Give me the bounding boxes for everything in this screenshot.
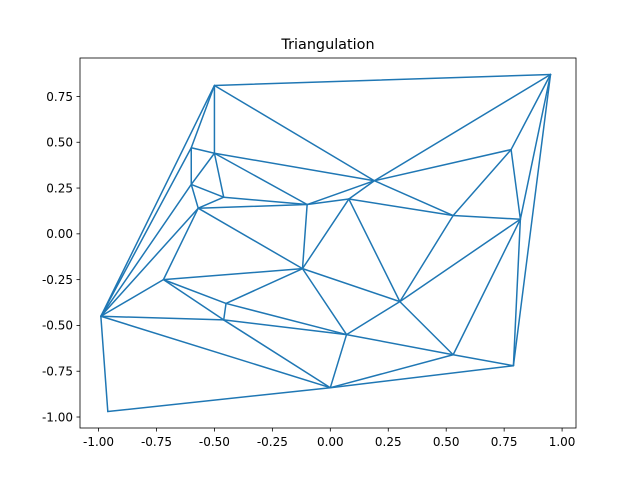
- triangulation-edge: [190, 152, 216, 186]
- y-axis-ticks: -1.00 -0.75 -0.50 -0.25 0.00 0.25 0.50 0.75: [42, 90, 80, 424]
- triangulation-edge: [197, 203, 308, 209]
- x-tick-label: 0.75: [491, 435, 518, 449]
- triangulation-edge: [100, 84, 216, 318]
- triangulation-edge: [213, 152, 308, 206]
- triangulation-edge: [329, 333, 348, 389]
- triangulation-edge: [197, 207, 304, 270]
- triangulation-edge: [100, 207, 199, 318]
- y-tick-label: 0.75: [46, 90, 73, 104]
- triangulation-edge: [301, 198, 350, 270]
- triangulation-edge: [222, 302, 227, 321]
- triangulation-edge: [197, 196, 225, 209]
- y-tick-label: -0.75: [42, 365, 73, 379]
- triangulation-edge: [100, 147, 192, 318]
- x-axis-ticks: -1.00 -0.75 -0.50 -0.25 0.00 0.25 0.50 0.75 1.00: [83, 428, 575, 449]
- y-tick-label: -1.00: [42, 410, 73, 424]
- triangulation-edge: [100, 315, 332, 389]
- triangulation-edge: [399, 300, 454, 356]
- triangulation-edge: [329, 353, 454, 389]
- triangulation-edge: [348, 179, 376, 200]
- triangulation-edge: [512, 218, 522, 367]
- triangulation-edge: [301, 203, 308, 270]
- triangulation-edge: [348, 198, 454, 217]
- triangulation-edge: [213, 152, 376, 182]
- triangulation-edge: [345, 333, 454, 356]
- triangulation-edge: [510, 73, 552, 151]
- triangulation-edge: [100, 183, 192, 318]
- triangulation-edge: [162, 278, 225, 321]
- triangulation-edge: [190, 183, 199, 209]
- triangulation-edge: [306, 179, 376, 206]
- triangulation-edge: [519, 73, 552, 220]
- x-tick-label: 0.25: [375, 435, 402, 449]
- triangulation-edge: [213, 73, 552, 87]
- y-tick-label: -0.25: [42, 273, 73, 287]
- triangulation-edge: [510, 148, 522, 220]
- x-tick-label: -0.75: [141, 435, 172, 449]
- triangulation-edge: [222, 319, 332, 389]
- triangulation-edge: [452, 218, 522, 356]
- triangulation-edge: [306, 198, 350, 206]
- triangulation-edge: [162, 278, 227, 305]
- x-tick-label: 0.50: [433, 435, 460, 449]
- triangulation-edge: [213, 152, 225, 198]
- triangulation-edge: [329, 364, 515, 389]
- triangulation-edge: [225, 267, 304, 305]
- y-tick-label: 0.00: [46, 227, 73, 241]
- x-tick-label: -0.25: [257, 435, 288, 449]
- x-tick-label: -0.50: [199, 435, 230, 449]
- triangulation-edge: [100, 315, 109, 413]
- x-tick-label: 0.00: [317, 435, 344, 449]
- y-tick-label: 0.25: [46, 181, 73, 195]
- triangulation-edge: [301, 267, 401, 303]
- triangulation-edge: [190, 147, 216, 154]
- triangulation-edge: [452, 148, 512, 217]
- chart-title: Triangulation: [280, 37, 374, 53]
- triangulation-edge: [100, 315, 225, 321]
- triangulation-edge: [222, 319, 348, 336]
- triangulation-edge: [190, 183, 225, 198]
- triangulation-edge: [301, 267, 348, 336]
- triangulation-edge: [452, 214, 522, 220]
- triangulation-edge: [512, 73, 552, 367]
- triangulation-edge: [107, 386, 332, 413]
- triangulation-edge: [222, 196, 308, 206]
- triangulation-edge: [373, 148, 512, 182]
- triangulation-edge: [190, 84, 216, 149]
- triangulation-edge: [399, 214, 454, 303]
- triangulation-edges: [100, 73, 552, 413]
- axes-frame: [79, 57, 577, 429]
- triangulation-edge: [373, 73, 552, 182]
- x-tick-label: -1.00: [83, 435, 114, 449]
- triangulation-edge: [399, 218, 522, 303]
- y-tick-label: -0.50: [42, 319, 73, 333]
- triangulation-edge: [162, 207, 199, 281]
- y-tick-label: 0.50: [46, 136, 73, 150]
- triangulation-edge: [373, 179, 454, 217]
- triangulation-edge: [162, 267, 304, 281]
- triangulation-edge: [348, 198, 401, 303]
- triangulation-edge: [213, 84, 376, 182]
- triangulation-edge: [452, 353, 515, 367]
- triangulation-edge: [225, 302, 348, 336]
- x-tick-label: 1.00: [549, 435, 576, 449]
- triangulation-edge: [100, 278, 165, 318]
- triangulation-edge: [345, 300, 401, 336]
